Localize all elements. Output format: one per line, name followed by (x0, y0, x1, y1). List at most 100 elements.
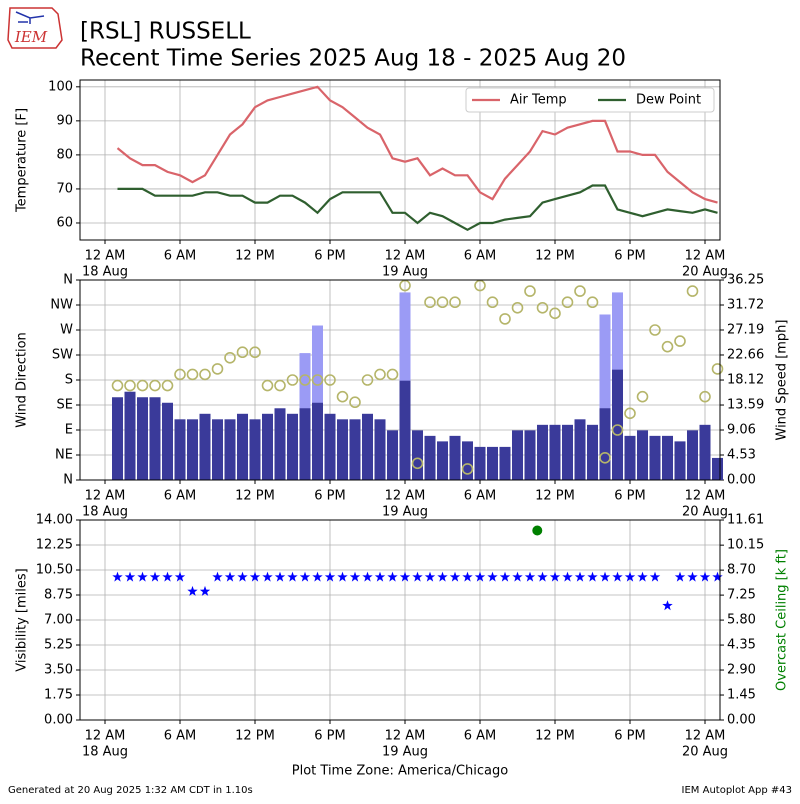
wind-bar (424, 435, 436, 480)
y-tick-label: 60 (56, 215, 73, 230)
visibility-point (337, 571, 348, 582)
y2-tick-label: 18.12 (727, 373, 764, 388)
wind-bar (387, 430, 398, 480)
visibility-point (174, 571, 186, 582)
wind-bar (162, 402, 173, 480)
wind-direction (549, 307, 561, 320)
footer-left: Generated at 20 Aug 2025 1:32 AM CDT in … (8, 785, 253, 796)
wind-direction (374, 368, 386, 381)
wind-bar (399, 380, 411, 480)
wind-direction (461, 463, 474, 475)
visibility-point (699, 571, 711, 582)
y-tick-label: 3.50 (44, 663, 73, 678)
x-tick-label: 12 AM (685, 729, 726, 744)
wind-bar (699, 424, 711, 480)
wind-direction (649, 324, 661, 336)
x-tick-label: 6 AM (164, 249, 197, 264)
y2-tick-label: 36.25 (727, 273, 764, 288)
wind-direction (624, 407, 636, 420)
x-date-label: 20 Aug (682, 505, 728, 520)
visibility-point (162, 571, 173, 582)
y-tick-label: 1.75 (44, 688, 73, 703)
visibility-point (649, 571, 661, 582)
x-tick-label: 12 AM (85, 489, 126, 504)
visibility-point (262, 571, 273, 582)
logo-text: IEM (14, 28, 48, 46)
wind-direction (311, 374, 324, 386)
wind-direction (386, 368, 399, 381)
wind-bar (624, 435, 636, 480)
x-tick-label: 12 PM (235, 489, 275, 504)
wind-direction (224, 351, 236, 364)
x-tick-label: 6 AM (164, 729, 197, 744)
wind-bar (412, 430, 423, 480)
logo: IEM (7, 7, 63, 49)
visibility-point (624, 571, 636, 582)
y2-tick-label: 4.35 (727, 638, 756, 653)
wind-direction (636, 390, 649, 403)
x-date-label: 19 Aug (382, 505, 428, 520)
wind-bar (462, 441, 473, 480)
visibility-point (324, 571, 336, 582)
wind-bar (337, 419, 348, 480)
wind-direction (136, 379, 149, 392)
x-date-label: 18 Aug (82, 265, 128, 280)
wind-bar (649, 435, 661, 480)
wind-bar (274, 408, 286, 480)
y-tick-label: SE (57, 398, 73, 413)
y2-tick-label: 7.25 (727, 588, 756, 603)
y-tick-label: 90 (56, 113, 73, 128)
y2-axis-label: Wind Speed [mph] (775, 320, 790, 441)
visibility-point (674, 571, 686, 582)
panel: 12 AM 6 AM 12 PM 6 PM 12 AM 6 AM 12 PM 6 PM 12 A… (15, 273, 790, 520)
visibility-point (637, 571, 648, 582)
x-tick-label: 12 PM (235, 249, 275, 264)
wind-bar (549, 424, 561, 480)
y-tick-label: 5.25 (44, 638, 73, 653)
wind-bar (524, 430, 536, 480)
y-tick-label: N (63, 273, 73, 288)
y2-tick-label: 0.00 (727, 473, 756, 488)
visibility-point (412, 571, 423, 582)
x-tick-label: 6 AM (464, 249, 497, 264)
visibility-point (549, 571, 561, 582)
x-date-label: 19 Aug (382, 745, 428, 760)
y2-tick-label: 13.59 (727, 398, 764, 413)
x-tick-label: 12 AM (685, 489, 726, 504)
y2-tick-label: 4.53 (727, 448, 756, 463)
wind-direction (399, 279, 411, 292)
wind-direction (449, 296, 461, 309)
visibility-point (499, 571, 511, 582)
ceiling-point (532, 525, 543, 536)
wind-bar (312, 402, 323, 480)
wind-bar (112, 397, 123, 480)
x-tick-label: 6 AM (464, 729, 497, 744)
y2-tick-label: 2.90 (727, 663, 756, 678)
x-tick-label: 6 AM (464, 489, 497, 504)
y-tick-label: 10.50 (36, 563, 73, 578)
wind-bar (599, 314, 611, 480)
wind-direction (524, 285, 536, 297)
logo-outline (7, 7, 63, 49)
x-date-label: 20 Aug (682, 265, 728, 280)
line-series (117, 184, 718, 232)
wind-bar (349, 419, 361, 480)
wind-bar (149, 397, 161, 480)
wind-direction (499, 313, 511, 325)
visibility-point (562, 571, 573, 582)
visibility-point (437, 571, 448, 582)
wind-bar (449, 435, 461, 480)
wind-bar (487, 446, 498, 480)
visibility-point (487, 571, 498, 582)
panel: 12 AM 6 AM 12 PM 6 PM 12 AM 6 AM 12 PM 6 PM 12 A… (15, 79, 729, 279)
x-tick-label: 12 AM (385, 489, 426, 504)
wind-direction (336, 390, 349, 403)
wind-bar (187, 419, 198, 480)
wind-bar (674, 441, 686, 480)
visibility-point (524, 571, 536, 582)
wind-bar (324, 413, 336, 480)
logo-lines (15, 11, 45, 24)
wind-direction (161, 379, 174, 392)
